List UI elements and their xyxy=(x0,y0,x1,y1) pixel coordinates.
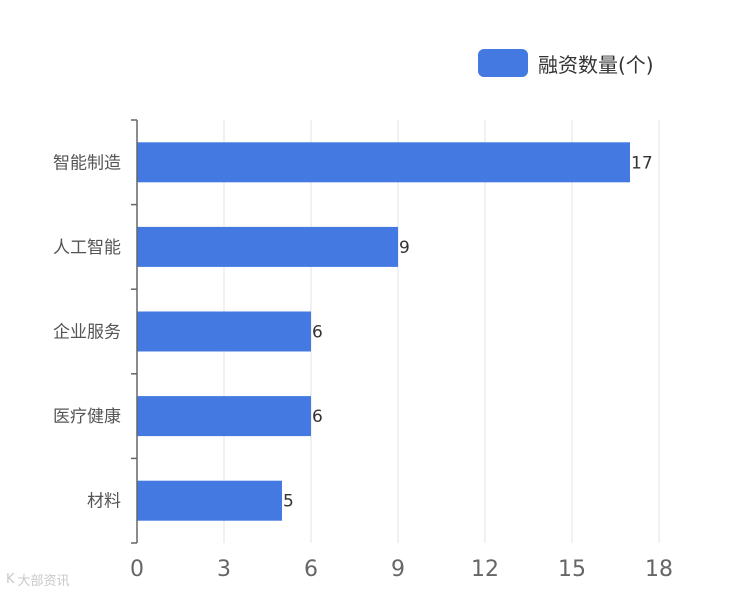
category-label: 医疗健康 xyxy=(53,407,121,427)
bar[interactable] xyxy=(137,480,282,521)
category-label: 企业服务 xyxy=(53,323,121,343)
x-tick-label: 12 xyxy=(471,557,499,582)
x-tick-label: 9 xyxy=(391,557,405,582)
legend-swatch xyxy=(478,49,528,77)
data-label: 17 xyxy=(631,153,653,173)
data-label: 5 xyxy=(283,492,294,512)
legend[interactable]: 融资数量(个) xyxy=(478,47,654,79)
data-label: 6 xyxy=(312,323,323,343)
category-label: 人工智能 xyxy=(53,238,121,258)
x-tick-label: 3 xyxy=(217,557,231,582)
x-tick-label: 6 xyxy=(304,557,318,582)
bar[interactable] xyxy=(137,396,311,437)
bar[interactable] xyxy=(137,142,630,183)
watermark-logo: K xyxy=(6,572,15,587)
data-label: 6 xyxy=(312,407,323,427)
x-tick-label: 15 xyxy=(558,557,586,582)
category-label: 智能制造 xyxy=(53,153,121,173)
bar[interactable] xyxy=(137,311,311,352)
bar[interactable] xyxy=(137,226,398,267)
legend-label: 融资数量(个) xyxy=(538,52,654,77)
x-tick-label: 0 xyxy=(130,557,144,582)
x-tick-label: 18 xyxy=(645,557,673,582)
watermark: K 大部资讯 xyxy=(6,570,70,589)
category-label: 材料 xyxy=(87,492,121,512)
data-label: 9 xyxy=(399,238,410,258)
watermark-text: 大部资讯 xyxy=(17,574,70,589)
